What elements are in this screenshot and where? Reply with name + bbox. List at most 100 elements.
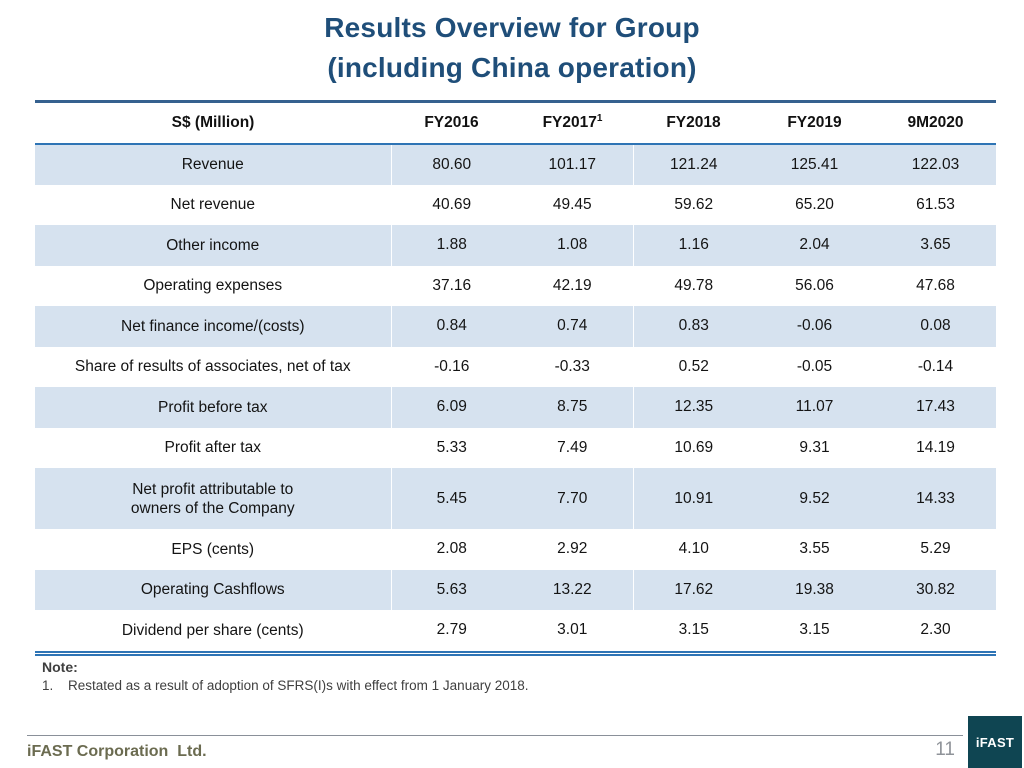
row-label: Revenue [35, 144, 391, 185]
header-cell-label: 9M2020 [907, 114, 964, 131]
value-cell: 13.22 [512, 569, 633, 610]
row-label: Operating Cashflows [35, 569, 391, 610]
value-cell: 101.17 [512, 144, 633, 185]
header-cell-label: FY2019 [787, 114, 842, 131]
table-row: Net revenue 40.69 49.45 59.62 65.20 61.53 [35, 184, 996, 225]
value-cell: 3.55 [799, 540, 830, 558]
results-table-grid: S$ (Million) FY2016 FY20171 FY2018 FY2019 9M2… [35, 103, 996, 651]
value-cell: 2.79 [390, 610, 512, 651]
value-cell: 7.49 [557, 438, 588, 456]
row-label: EPS (cents) [171, 540, 255, 558]
page-number: 11 [935, 739, 955, 760]
value-cell: 37.16 [390, 265, 512, 306]
table-row: Revenue 80.60 101.17 121.24 125.41 122.03 [35, 144, 996, 185]
table-header-row: S$ (Million) FY2016 FY20171 FY2018 FY2019 9M2… [35, 103, 996, 145]
value-cell: 30.82 [875, 569, 996, 610]
table-row: Profit after tax 5.33 7.49 10.69 9.31 14.19 [35, 427, 996, 468]
value-cell: 80.60 [390, 144, 512, 185]
header-cell-label: FY2017 [542, 114, 597, 131]
value-cell: 4.10 [632, 529, 754, 570]
value-cell: 9.52 [754, 468, 875, 529]
ifast-logo: iFAST [968, 716, 1022, 768]
value-cell: 0.52 [632, 346, 754, 387]
row-label: Other income [35, 225, 391, 266]
page-title: Results Overview for Group (including Ch… [0, 8, 1024, 88]
value-cell: 61.53 [916, 195, 955, 213]
value-cell: 1.88 [390, 225, 512, 266]
row-label: Net finance income/(costs) [35, 306, 391, 347]
value-cell: -0.14 [917, 357, 954, 375]
table-row: EPS (cents) 2.08 2.92 4.10 3.55 5.29 [35, 529, 996, 570]
row-label: Share of results of associates, net of t… [74, 358, 351, 376]
value-cell: 10.69 [632, 427, 754, 468]
value-cell: 5.45 [390, 468, 512, 529]
page-title-line2: (including China operation) [327, 52, 697, 83]
value-cell: 125.41 [754, 144, 875, 185]
page-title-line1: Results Overview for Group [324, 12, 700, 43]
value-cell: 5.33 [390, 427, 512, 468]
row-label: Net profit attributable to owners of the… [35, 468, 391, 529]
table-row: Net finance income/(costs) 0.84 0.74 0.83 -0… [35, 306, 996, 347]
value-cell: 3.65 [875, 225, 996, 266]
row-label: Profit after tax [164, 439, 261, 457]
row-label: Operating expenses [143, 277, 283, 295]
value-cell: 40.69 [390, 184, 512, 225]
value-cell: 2.30 [920, 621, 951, 639]
table-row: Share of results of associates, net of t… [35, 346, 996, 387]
value-cell: 2.92 [557, 540, 588, 558]
value-cell: 56.06 [795, 276, 834, 294]
header-cell-fy2017: FY20171 [512, 103, 633, 145]
value-cell: 0.74 [512, 306, 633, 347]
header-cell-9m2020: 9M2020 [875, 103, 996, 145]
header-cell-label: S$ (Million) [171, 114, 255, 131]
header-cell-fy2016: FY2016 [391, 103, 512, 145]
header-cell-metric: S$ (Million) [35, 103, 391, 145]
table-row: Other income 1.88 1.08 1.16 2.04 3.65 [35, 225, 996, 266]
note-item-number: 1. [42, 678, 54, 693]
value-cell: 49.78 [632, 265, 754, 306]
footer-divider [27, 735, 963, 736]
value-cell: 47.68 [916, 276, 955, 294]
table-row: Operating Cashflows 5.63 13.22 17.62 19.38 30… [35, 569, 996, 610]
table-row: Dividend per share (cents) 2.79 3.01 3.15 3.… [35, 610, 996, 651]
table-row: Profit before tax 6.09 8.75 12.35 11.07 17.43 [35, 387, 996, 428]
value-cell: 122.03 [875, 144, 996, 185]
value-cell: -0.06 [754, 306, 875, 347]
note-block: Note: 1. Restated as a result of adoptio… [42, 659, 528, 693]
value-cell: 5.29 [920, 540, 951, 558]
value-cell: 14.33 [875, 468, 996, 529]
value-cell: 1.08 [512, 225, 633, 266]
value-cell: 42.19 [552, 276, 592, 294]
note-item-text: Restated as a result of adoption of SFRS… [68, 678, 529, 693]
value-cell: 0.83 [632, 306, 754, 347]
value-cell: 1.16 [632, 225, 754, 266]
value-cell: 121.24 [632, 144, 754, 185]
value-cell: 3.01 [557, 621, 588, 639]
table-row: Net profit attributable to owners of the… [35, 468, 996, 529]
table-row: Operating expenses 37.16 42.19 49.78 56.06 47… [35, 265, 996, 306]
value-cell: 6.09 [390, 387, 512, 428]
value-cell: 49.45 [552, 195, 592, 213]
header-cell-fy2019: FY2019 [754, 103, 875, 145]
company-name: iFAST Corporation Ltd. [27, 743, 207, 760]
value-cell: 8.75 [512, 387, 633, 428]
note-item: 1. Restated as a result of adoption of S… [42, 678, 528, 693]
ifast-logo-text: iFAST [975, 734, 1015, 750]
results-table: S$ (Million) FY2016 FY20171 FY2018 FY2019 9M2… [35, 100, 996, 656]
header-cell-fy2018: FY2018 [633, 103, 754, 145]
note-heading: Note: [42, 659, 78, 675]
value-cell: 7.70 [512, 468, 633, 529]
value-cell: 65.20 [795, 195, 834, 213]
value-cell: 2.04 [754, 225, 875, 266]
row-label: Profit before tax [35, 387, 391, 428]
value-cell: 17.43 [875, 387, 996, 428]
value-cell: 19.38 [754, 569, 875, 610]
header-superscript: 1 [596, 112, 603, 124]
value-cell: 0.84 [390, 306, 512, 347]
value-cell: 2.08 [390, 529, 512, 570]
value-cell: 3.15 [799, 621, 830, 639]
row-label: Net revenue [170, 196, 255, 214]
value-cell: 17.62 [632, 569, 754, 610]
value-cell: 59.62 [632, 184, 754, 225]
